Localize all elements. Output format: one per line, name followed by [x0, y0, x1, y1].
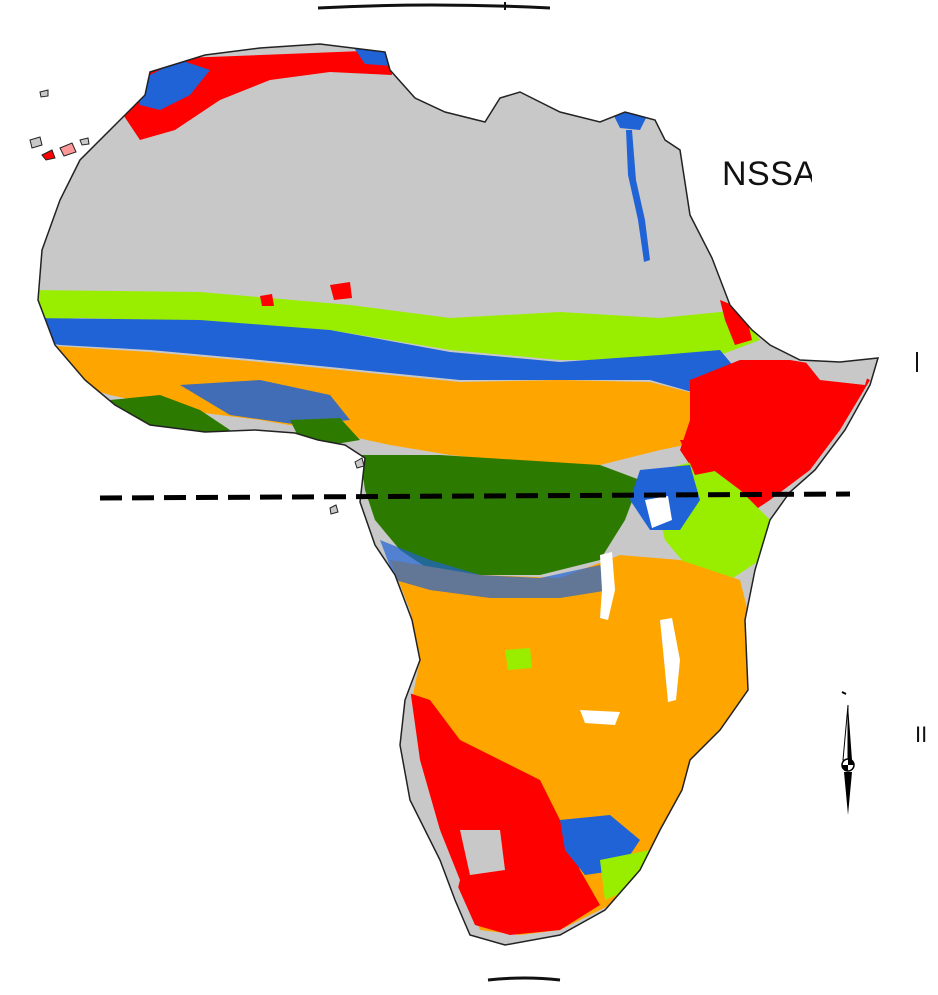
- kalahari-red: [400, 690, 600, 935]
- edge-mark-ii: II: [915, 722, 928, 747]
- island-5: [79, 137, 90, 146]
- islands: [29, 89, 365, 515]
- north-coast-blue-west: [140, 60, 210, 110]
- congo-forest-green: [360, 455, 640, 575]
- central-south-lime: [505, 648, 532, 670]
- lake-malawi: [660, 618, 680, 702]
- north-arrow-icon: [841, 691, 855, 815]
- equator-dashed-line: [99, 491, 851, 501]
- sahara-red-spot-2: [260, 294, 274, 306]
- island-3: [41, 149, 56, 161]
- lake-kariba: [580, 710, 620, 725]
- kalahari-gray-patch: [460, 830, 505, 875]
- northern-savanna-orange: [40, 345, 720, 465]
- bottom-frame-stroke: [487, 976, 561, 982]
- southeast-lime: [600, 850, 650, 900]
- sahel-lime-band: [38, 290, 760, 360]
- namib-gray: [395, 688, 460, 900]
- top-frame-stroke: [317, 3, 551, 10]
- island-4: [59, 142, 77, 157]
- island-2: [29, 136, 43, 149]
- sudanian-blue-band: [38, 318, 745, 400]
- lake-victoria-water: [645, 496, 672, 528]
- region-label-nssa: NSSA: [722, 155, 812, 193]
- island-6: [354, 457, 365, 469]
- lake-tanganyika: [600, 552, 615, 620]
- east-red-patch: [680, 440, 720, 475]
- nile-river: [626, 130, 650, 262]
- island-1: [39, 89, 49, 98]
- west-blue-patch: [180, 380, 350, 425]
- south-forest-edge-blue: [380, 540, 610, 598]
- horn-red: [680, 360, 870, 520]
- island-7: [329, 504, 339, 515]
- sahara-red-spot: [330, 282, 352, 300]
